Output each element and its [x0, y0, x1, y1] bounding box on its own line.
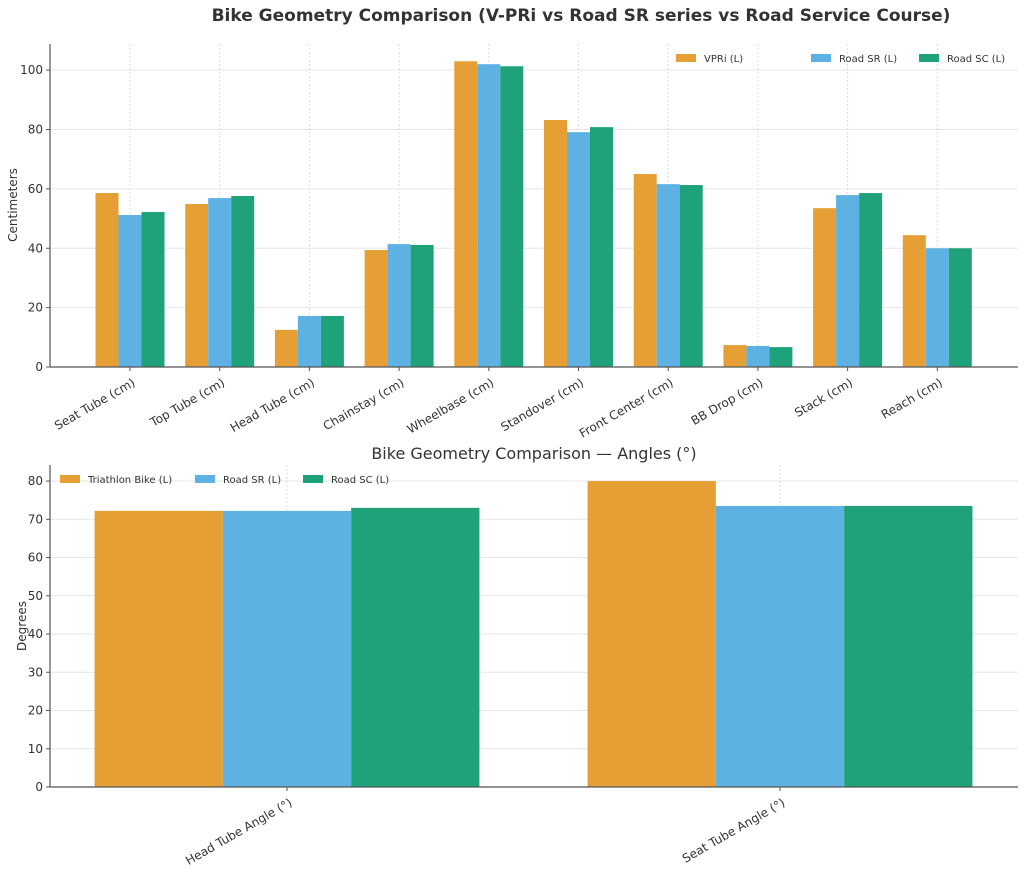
bar: [587, 481, 716, 787]
chart-title-top: Bike Geometry Comparison (V-PRi vs Road …: [212, 6, 951, 26]
chart-bottom: 0 10 20 30 40 50 60 70 80 Head Tube Angle (°) Seat…: [28, 465, 1018, 868]
legend-swatch: [195, 475, 215, 483]
bar: [477, 64, 501, 367]
bar: [844, 505, 973, 787]
y-tick-label: 100: [20, 63, 43, 77]
y-tick-label: 50: [28, 589, 43, 603]
bar: [320, 315, 344, 367]
bar: [118, 215, 142, 367]
x-tick-label: Standover (cm): [498, 375, 586, 434]
bar: [544, 120, 567, 367]
x-tick-label: Front Center (cm): [577, 375, 676, 440]
bar: [723, 345, 747, 367]
y-axis-label-bottom: Degrees: [15, 601, 29, 651]
bar: [500, 66, 524, 367]
x-tick-label: Wheelbase (cm): [405, 375, 497, 436]
bar: [297, 315, 321, 367]
y-tick-label: 40: [28, 627, 43, 641]
y-axis-label-top: Centimeters: [6, 168, 20, 242]
y-tick-label: 30: [28, 665, 43, 679]
legend-label: Road SR (L): [223, 475, 281, 486]
bar: [813, 208, 837, 367]
y-tick-label: 80: [28, 474, 43, 488]
bar: [141, 212, 165, 367]
legend-swatch: [60, 475, 80, 483]
legend-label: Triathlon Bike (L): [87, 475, 172, 486]
x-tick-label: Seat Tube Angle (°): [680, 795, 788, 865]
bar: [902, 235, 926, 367]
y-tick-label: 60: [28, 551, 43, 565]
bar: [590, 127, 613, 367]
y-tick-label: 0: [35, 780, 43, 794]
y-tick-label: 60: [28, 182, 43, 196]
bar: [679, 185, 703, 367]
y-tick-label: 80: [28, 123, 43, 137]
bar: [715, 505, 845, 787]
legend-label: VPRi (L): [704, 54, 743, 65]
bar: [454, 61, 478, 367]
legend-label: Road SR (L): [839, 54, 897, 65]
bar: [948, 248, 972, 367]
bar: [364, 250, 388, 367]
bar: [656, 184, 680, 367]
x-tick-label: Stack (cm): [792, 375, 855, 419]
x-tick-label: Head Tube (cm): [228, 375, 317, 435]
legend-label: Road SC (L): [947, 54, 1005, 65]
x-tick-label: Top Tube (cm): [147, 375, 227, 429]
legend-label: Road SC (L): [331, 475, 389, 486]
y-tick-label: 0: [35, 360, 43, 374]
chart-top: 0 20 40 60 80 100 Seat Tube (cm) Top Tube (cm) H…: [20, 44, 1018, 441]
bar: [410, 244, 434, 367]
y-tick-label: 10: [28, 742, 43, 756]
bar: [208, 198, 232, 367]
x-tick-label: Reach (cm): [879, 375, 945, 421]
bar: [746, 345, 770, 367]
y-tick-label: 20: [28, 704, 43, 718]
chart-title-bottom: Bike Geometry Comparison — Angles (°): [371, 444, 696, 463]
legend-swatch: [303, 475, 323, 483]
bar: [222, 510, 352, 787]
bar: [567, 132, 590, 367]
bar: [95, 193, 119, 367]
legend-swatch: [676, 54, 696, 62]
y-tick-label: 20: [28, 301, 43, 315]
bar: [925, 248, 949, 367]
bar: [274, 329, 298, 367]
x-tick-label: Seat Tube (cm): [52, 375, 137, 432]
x-tick-label: Head Tube Angle (°): [183, 795, 294, 867]
bar: [387, 244, 411, 367]
y-tick-label: 70: [28, 512, 43, 526]
bar: [633, 174, 657, 367]
bar: [185, 204, 209, 367]
x-tick-label: Chainstay (cm): [321, 375, 407, 433]
x-tick-label: BB Drop (cm): [689, 375, 766, 427]
bar: [94, 510, 223, 787]
y-tick-label: 40: [28, 241, 43, 255]
bar: [769, 347, 793, 367]
bar: [859, 193, 883, 367]
legend-swatch: [811, 54, 831, 62]
legend-swatch: [919, 54, 939, 62]
bar: [231, 196, 255, 367]
bar: [836, 195, 860, 367]
bar: [351, 507, 480, 787]
